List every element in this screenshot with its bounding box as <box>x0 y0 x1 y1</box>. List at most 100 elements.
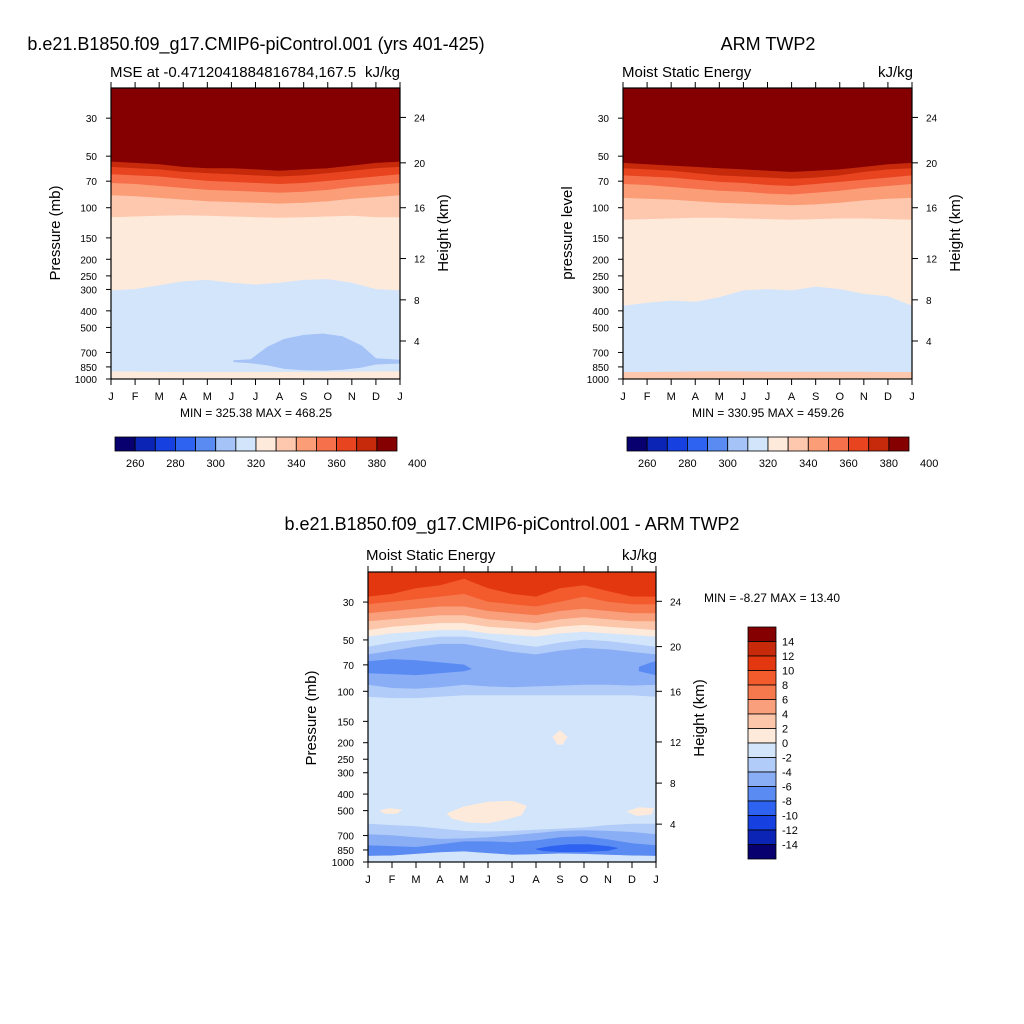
contour-region <box>446 800 527 824</box>
y-tick-label: 850 <box>592 363 609 374</box>
x-tick-label: J <box>253 391 259 403</box>
y-axis-title: pressure level <box>559 186 576 279</box>
min-max-stats: MIN = -8.27 MAX = 13.40 <box>704 591 840 605</box>
y2-tick-label: 12 <box>926 255 938 266</box>
y2-axis-title: Height (km) <box>947 194 964 272</box>
x-tick-label: M <box>203 391 212 403</box>
panel-main-title: b.e21.B1850.f09_g17.CMIP6-piControl.001 … <box>285 514 740 535</box>
colorbar-label: 360 <box>327 458 345 470</box>
colorbar-swatch <box>747 844 777 860</box>
y2-axis-title: Height (km) <box>435 194 452 272</box>
x-tick-label: N <box>348 391 356 403</box>
colorbar-swatch <box>114 436 136 452</box>
colorbar-swatch <box>316 436 337 452</box>
y2-tick-label: 4 <box>926 337 932 348</box>
y2-tick-label: 16 <box>414 204 426 215</box>
colorbar-label: 280 <box>166 458 184 470</box>
contour-region <box>233 333 400 371</box>
y-tick-label: 150 <box>337 717 354 728</box>
colorbar-swatch <box>747 771 777 787</box>
colorbar-label: 400 <box>408 458 426 470</box>
panel-left-label: Moist Static Energy <box>622 64 752 81</box>
y-tick-label: 50 <box>86 152 98 163</box>
colorbar-swatch <box>336 436 358 452</box>
y-tick-label: 1000 <box>332 858 355 869</box>
colorbar-swatch <box>626 436 648 452</box>
y2-tick-label: 4 <box>670 820 676 831</box>
y-tick-label: 50 <box>598 152 610 163</box>
colorbar-swatch <box>707 436 729 452</box>
contour-band <box>111 215 400 292</box>
colorbar-label: 380 <box>880 458 898 470</box>
y-tick-label: 300 <box>592 285 609 296</box>
panel-right-label: kJ/kg <box>878 64 913 81</box>
colorbar-label: 12 <box>782 651 794 663</box>
y-tick-label: 500 <box>337 807 354 818</box>
x-tick-label: F <box>132 391 139 403</box>
colorbar-swatch <box>747 655 777 671</box>
contour-region <box>626 807 655 816</box>
x-tick-label: J <box>365 874 371 886</box>
colorbar-label: 14 <box>782 637 794 649</box>
y-tick-label: 700 <box>337 832 354 843</box>
x-tick-label: N <box>604 874 612 886</box>
x-tick-label: S <box>300 391 307 403</box>
colorbar-label: 260 <box>126 458 144 470</box>
x-tick-label: D <box>372 391 380 403</box>
x-tick-label: D <box>884 391 892 403</box>
colorbar-label: -12 <box>782 825 798 837</box>
x-tick-label: J <box>397 391 403 403</box>
colorbar-swatch <box>848 436 870 452</box>
y-axis-title: Pressure (mb) <box>47 185 64 280</box>
colorbar-swatch <box>888 436 910 452</box>
y2-tick-label: 12 <box>414 255 426 266</box>
y-tick-label: 850 <box>337 846 354 857</box>
colorbar-swatch <box>255 436 277 452</box>
contour-region <box>379 808 403 814</box>
y-tick-label: 700 <box>592 348 609 359</box>
y2-tick-label: 20 <box>926 159 938 170</box>
colorbar-swatch <box>807 436 829 452</box>
y-tick-label: 70 <box>86 177 98 188</box>
colorbar-swatch <box>134 436 156 452</box>
contour-band <box>623 286 912 379</box>
y2-tick-label: 16 <box>670 687 682 698</box>
colorbar-swatch <box>747 800 777 816</box>
colorbar-swatch <box>747 713 777 729</box>
x-tick-label: O <box>323 391 332 403</box>
x-tick-label: N <box>860 391 868 403</box>
colorbar-label: 260 <box>638 458 656 470</box>
colorbar-label: -8 <box>782 796 792 808</box>
colorbar-swatch <box>154 436 176 452</box>
colorbar-swatch <box>747 815 777 831</box>
y-tick-label: 250 <box>592 272 609 283</box>
x-tick-label: O <box>835 391 844 403</box>
panel-main-title: ARM TWP2 <box>721 34 816 54</box>
colorbar-swatch <box>787 436 809 452</box>
y2-tick-label: 8 <box>926 296 932 307</box>
colorbar-swatch <box>646 436 668 452</box>
x-tick-label: S <box>812 391 819 403</box>
contour-band <box>111 88 400 172</box>
colorbar: 14 12 10 8 6 4 2 0 -2 -4 -6 -8 -10 -12 -14 <box>747 626 798 860</box>
x-tick-label: J <box>765 391 771 403</box>
x-tick-label: M <box>715 391 724 403</box>
y2-tick-label: 12 <box>670 738 682 749</box>
colorbar-swatch <box>295 436 317 452</box>
colorbar-swatch <box>356 436 378 452</box>
colorbar-swatch <box>175 436 196 452</box>
contour-region <box>535 844 618 852</box>
panel-right-label: kJ/kg <box>365 64 400 81</box>
y2-tick-label: 24 <box>670 597 682 608</box>
panel-left-label: MSE at -0.4712041884816784,167.5 <box>110 64 356 81</box>
y-tick-label: 250 <box>80 272 97 283</box>
y-tick-label: 50 <box>343 636 355 647</box>
x-tick-label: A <box>436 874 444 886</box>
colorbar-label: 8 <box>782 680 788 692</box>
x-tick-label: J <box>509 874 515 886</box>
y-tick-label: 500 <box>592 323 609 334</box>
y-tick-label: 700 <box>80 348 97 359</box>
colorbar-label: 320 <box>759 458 777 470</box>
colorbar-swatch <box>747 670 777 686</box>
